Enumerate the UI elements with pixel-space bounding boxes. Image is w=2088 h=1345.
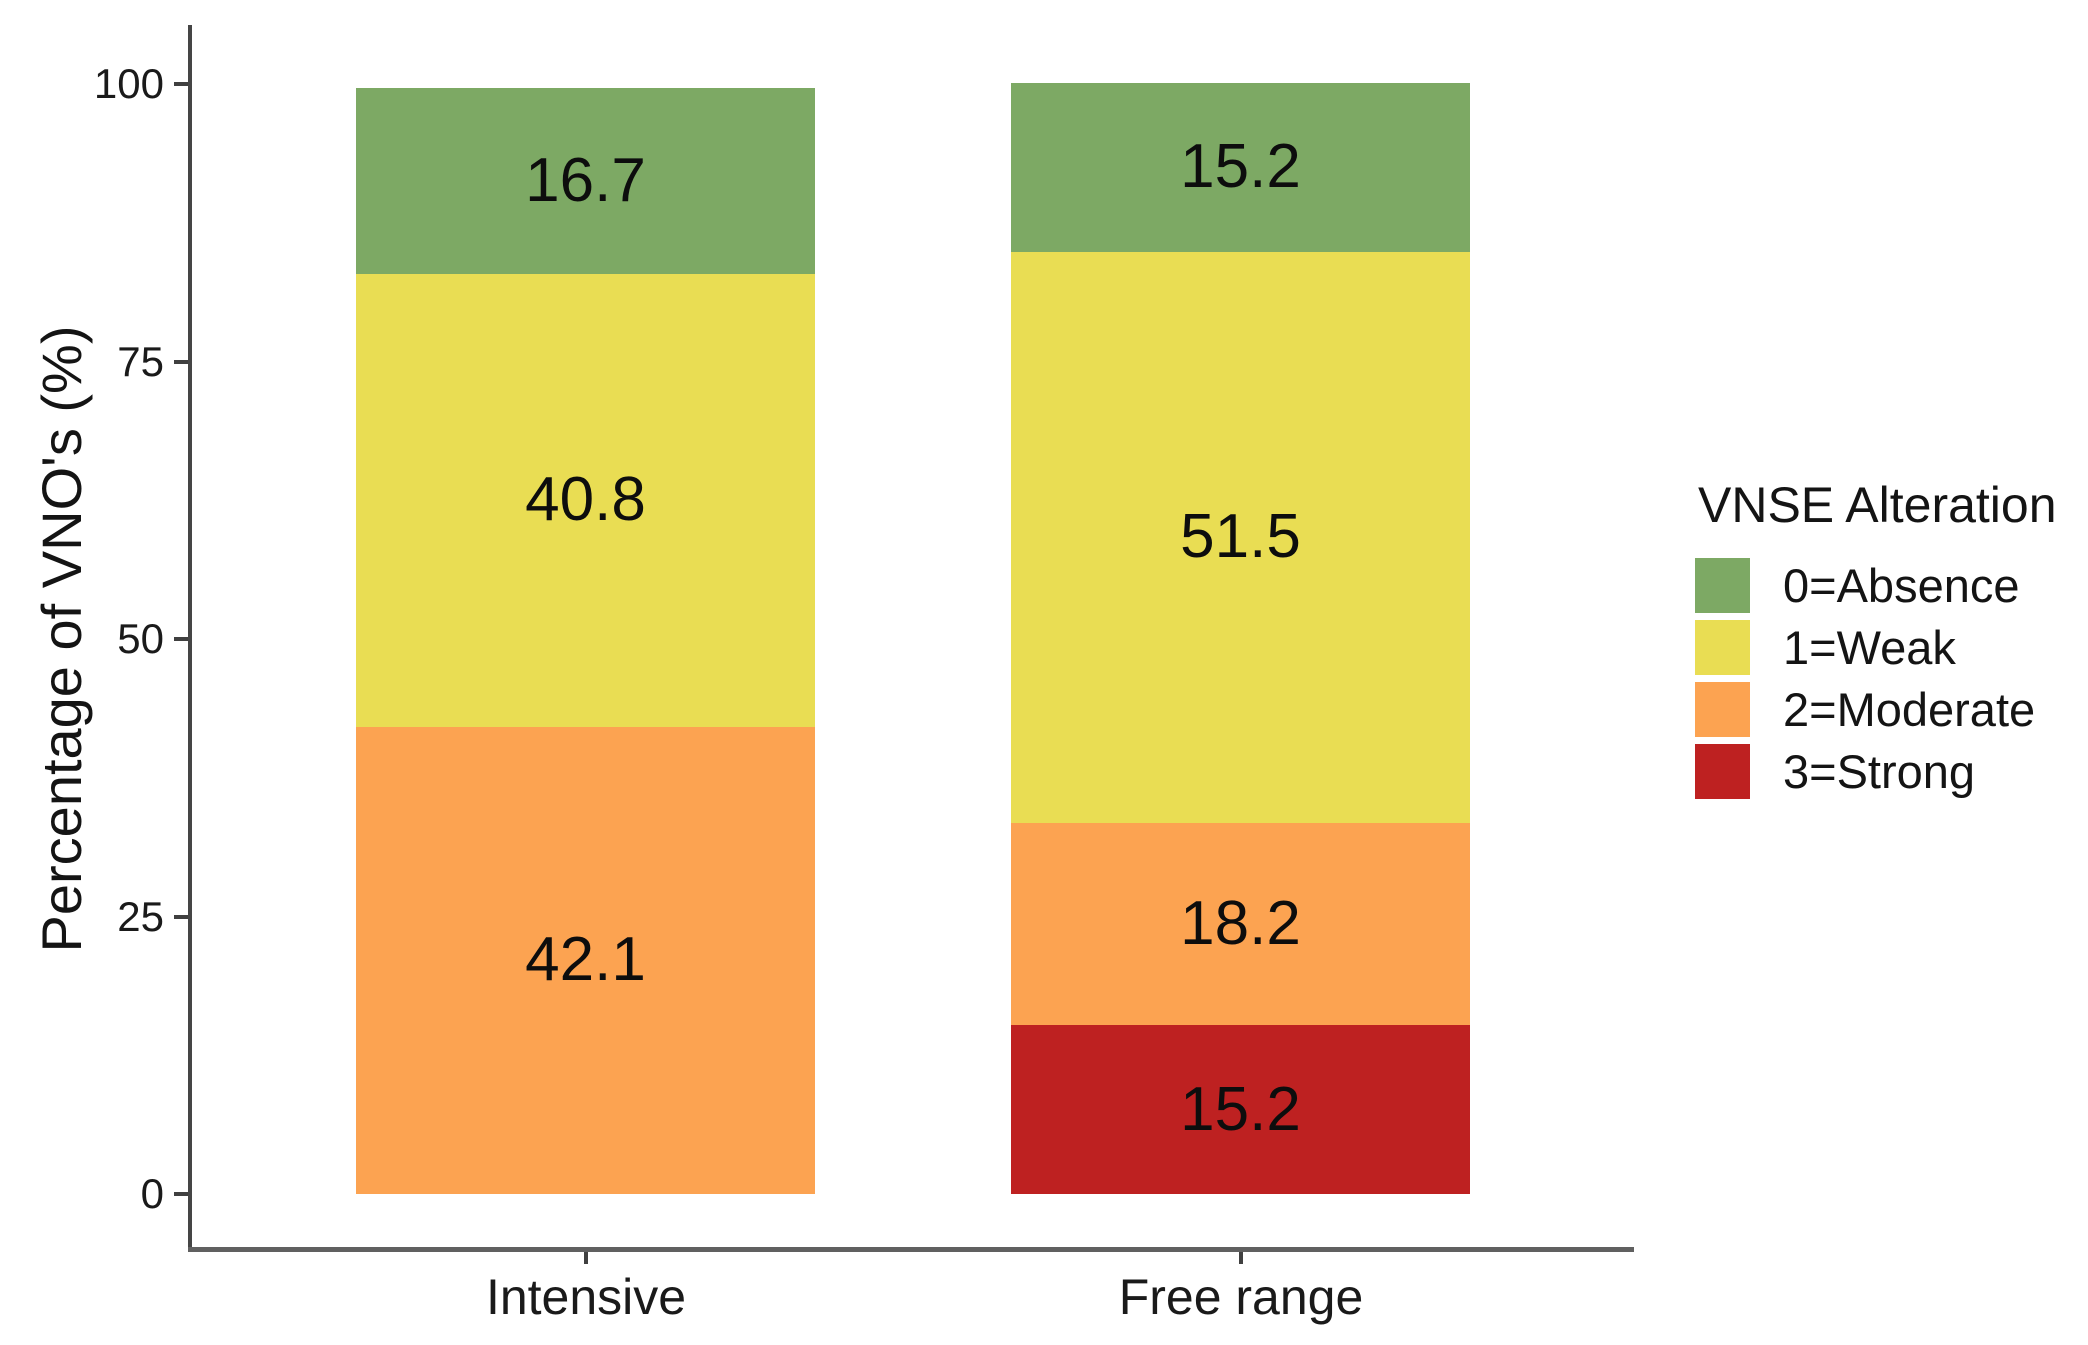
bar-value-label: 51.5 [1180, 502, 1301, 572]
x-tick [1239, 1252, 1243, 1264]
bar-segment [1011, 82, 1470, 252]
bar-value-label: 16.7 [525, 146, 646, 216]
y-tick-label: 25 [117, 892, 164, 940]
bar-value-label: 18.2 [1180, 889, 1301, 959]
legend-item-label: 3=Strong [1783, 745, 1976, 798]
y-tick-label: 75 [117, 337, 164, 385]
x-category-label: Intensive [485, 1269, 687, 1325]
y-tick [174, 1192, 188, 1196]
bar-value-label: 42.1 [525, 925, 646, 995]
y-tick-label: 0 [140, 1170, 164, 1217]
bar-segment [356, 88, 815, 274]
bar-segment [1011, 251, 1470, 824]
y-tick [174, 637, 188, 641]
bar-segment [1011, 823, 1470, 1026]
legend-swatch [1695, 682, 1750, 737]
legend-title: VNSE Alteration [1698, 477, 2057, 533]
x-category-label: Free range [1118, 1269, 1364, 1325]
legend-item-label: 2=Moderate [1783, 683, 2036, 736]
y-tick [174, 359, 188, 364]
y-axis-line [188, 25, 192, 1252]
legend-swatch [1695, 558, 1750, 613]
legend-swatch [1695, 620, 1750, 675]
legend-item-label: 0=Absence [1783, 559, 2020, 612]
bar-value-label: 15.2 [1180, 1074, 1301, 1144]
x-axis-line [188, 1247, 1634, 1252]
bar-value-label: 15.2 [1180, 132, 1301, 202]
bar-segment [356, 273, 815, 727]
y-tick-label: 50 [117, 615, 164, 662]
bar-segment [1011, 1025, 1470, 1194]
y-tick [174, 82, 188, 86]
legend-swatch [1695, 744, 1750, 799]
x-tick [584, 1252, 588, 1264]
bar-value-label: 40.8 [525, 465, 646, 535]
y-tick [174, 914, 188, 919]
y-tick-label: 100 [93, 60, 164, 107]
legend-item-label: 1=Weak [1783, 621, 1956, 674]
bar-segment [356, 726, 815, 1194]
